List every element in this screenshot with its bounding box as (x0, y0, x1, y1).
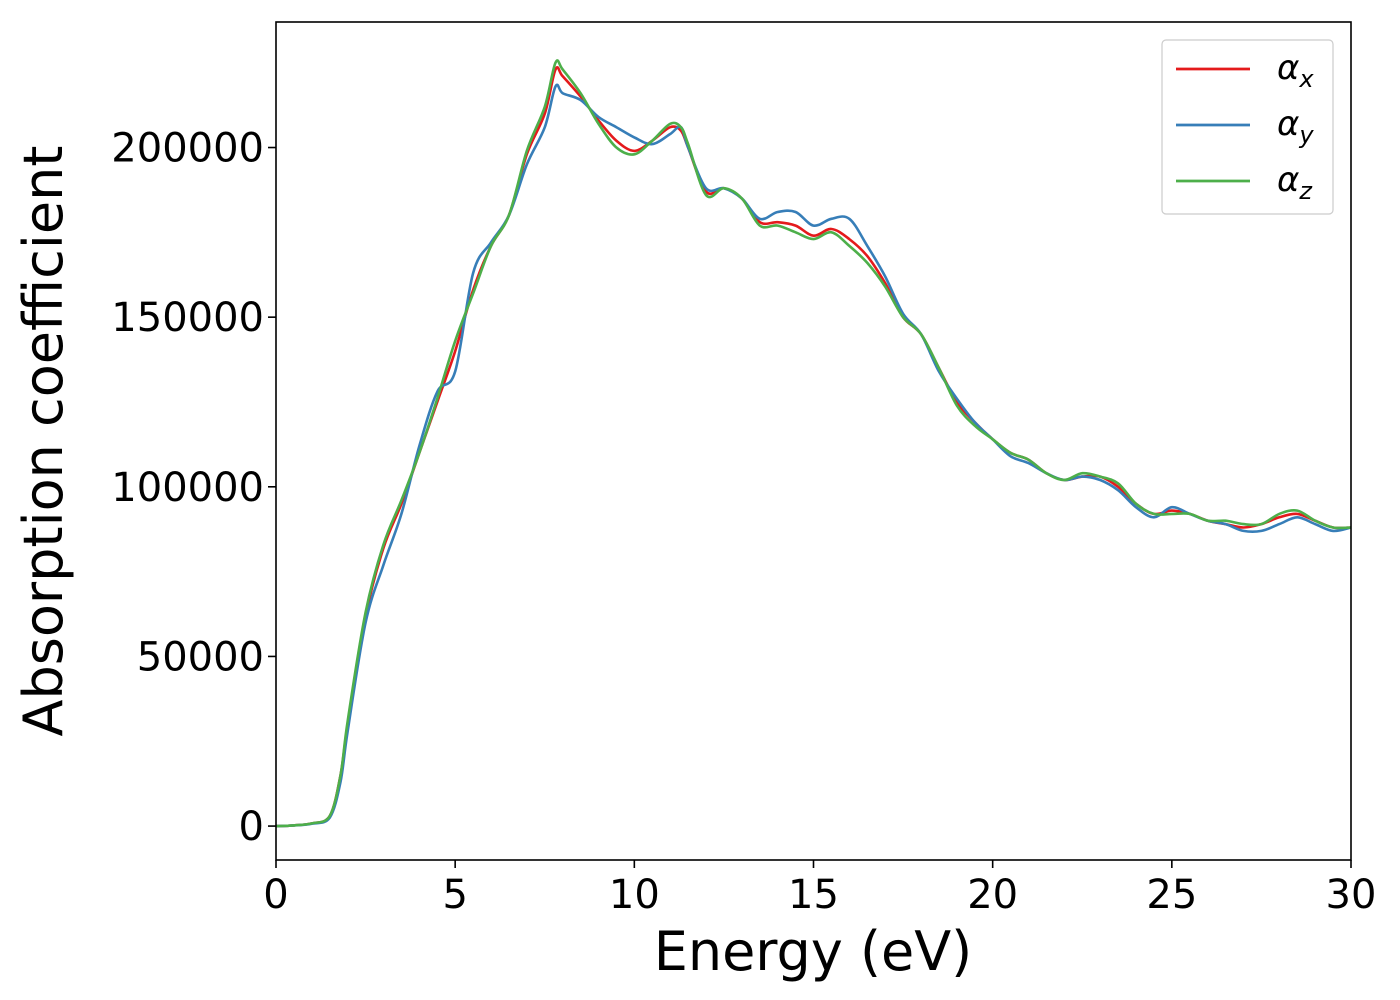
x-tick-label: 15 (788, 872, 839, 918)
y-axis-label: Absorption coefficient (12, 146, 75, 737)
legend-label-y: αy (1277, 104, 1314, 149)
legend-label-x: αx (1277, 48, 1314, 93)
y-axis: 0 50000 100000 150000 200000 (111, 126, 276, 850)
legend-greek: α (1277, 48, 1299, 88)
x-axis-label: Energy (eV) (654, 920, 973, 983)
y-tick-label: 150000 (111, 295, 264, 341)
legend-box (1161, 39, 1334, 215)
legend-greek: α (1277, 104, 1299, 144)
x-tick-label: 0 (263, 872, 288, 918)
legend-subscript: y (1298, 121, 1314, 149)
x-tick-label: 25 (1146, 872, 1197, 918)
legend-subscript: x (1298, 65, 1314, 93)
x-tick-label: 5 (442, 872, 467, 918)
legend-label-z: αz (1277, 160, 1313, 205)
x-tick-label: 30 (1326, 872, 1377, 918)
y-tick-label: 0 (239, 804, 264, 850)
y-tick-label: 50000 (137, 634, 264, 680)
series-line-z (276, 59, 1351, 828)
series-lines (276, 59, 1351, 828)
y-tick-label: 200000 (111, 126, 264, 172)
x-tick-label: 10 (609, 872, 660, 918)
x-tick-label: 20 (967, 872, 1018, 918)
x-axis: 0 5 10 15 20 25 30 (263, 860, 1376, 918)
legend-subscript: z (1298, 177, 1313, 205)
legend-greek: α (1277, 160, 1299, 200)
y-tick-label: 100000 (111, 465, 264, 511)
